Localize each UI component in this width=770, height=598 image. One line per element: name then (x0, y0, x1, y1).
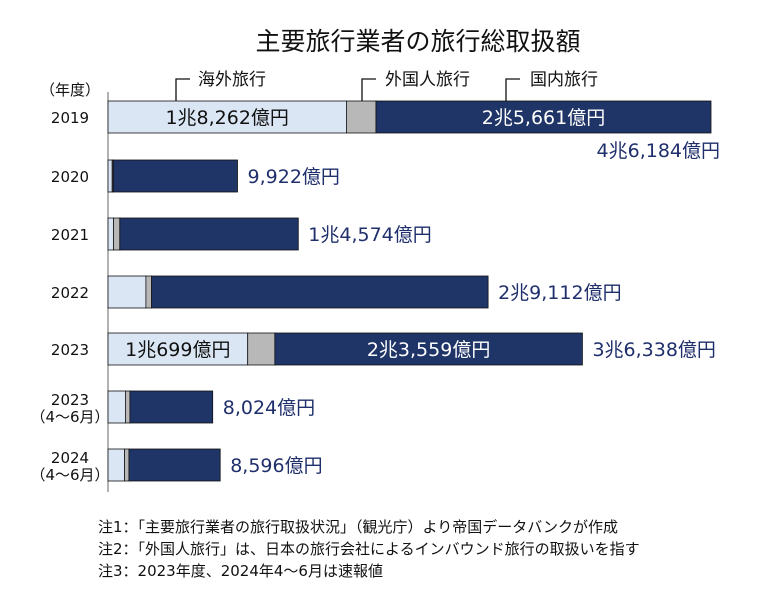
legend-leader-2 (505, 78, 520, 105)
segment-label-4-1: 2兆3,559億円 (367, 339, 490, 361)
total-label-0: 4兆6,184億円 (597, 140, 720, 162)
bar-segment-5-1 (125, 390, 131, 424)
bar-segment-1-2 (112, 159, 238, 193)
category-label-5-1: （4～6月） (30, 408, 109, 426)
total-label-2: 1兆4,574億円 (308, 224, 431, 246)
bar-segment-0-1 (345, 100, 377, 134)
total-label-5: 8,024億円 (223, 397, 315, 419)
note-2: 注2：「外国人旅行」は、日本の旅行会社によるインバウンド旅行の取扱いを指す (98, 540, 640, 558)
bar-segment-0-0 (107, 100, 347, 134)
legend-label-2: 国内旅行 (530, 70, 598, 90)
legend-leader-0 (175, 78, 190, 103)
bar-segment-2-0 (107, 217, 114, 251)
total-label-1: 9,922億円 (248, 166, 340, 188)
bar-segment-1-0 (107, 159, 113, 193)
bar-segment-4-2 (274, 332, 583, 366)
bar-segment-5-0 (107, 390, 126, 424)
legend: 海外旅行 外国人旅行 国内旅行 (175, 70, 598, 105)
category-label-0-0: 2019 (51, 109, 89, 127)
bar-segment-6-1 (124, 448, 130, 482)
legend-leader-1 (361, 78, 376, 103)
bar-segment-0-2 (375, 100, 712, 134)
bar-segment-4-0 (107, 332, 249, 366)
total-label-4: 3兆6,338億円 (592, 339, 715, 361)
segment-label-0-0: 1兆8,262億円 (165, 107, 288, 129)
segment-label-4-0: 1兆699億円 (125, 339, 230, 361)
bar-segment-3-1 (145, 275, 152, 309)
bar-segment-2-1 (113, 217, 121, 251)
category-label-6-1: （4～6月） (30, 466, 109, 484)
legend-label-0: 海外旅行 (198, 70, 266, 90)
bar-segment-3-2 (151, 275, 489, 309)
category-label-3-0: 2022 (51, 284, 89, 302)
notes: 注1：「主要旅行業者の旅行取扱状況」（観光庁）より帝国データバンクが作成 注2：… (98, 518, 640, 580)
chart-title: 主要旅行業者の旅行総取扱額 (255, 27, 580, 56)
year-unit-label: （年度） (40, 81, 100, 99)
bar-segment-2-2 (119, 217, 299, 251)
category-label-2-0: 2021 (51, 226, 89, 244)
category-label-4-0: 2023 (51, 341, 89, 359)
bar-segment-6-0 (107, 448, 125, 482)
category-label-6-0: 2024 (51, 449, 89, 467)
bar-segment-4-1 (247, 332, 276, 366)
bar-segment-3-0 (107, 275, 147, 309)
note-3: 注3：2023年度、2024年4～6月は速報値 (98, 562, 383, 580)
legend-label-1: 外国人旅行 (385, 70, 470, 90)
total-label-3: 2兆9,112億円 (498, 282, 621, 304)
category-label-5-0: 2023 (51, 391, 89, 409)
category-label-1-0: 2020 (51, 168, 89, 186)
bar-segment-5-2 (129, 390, 214, 424)
bars: 4兆6,184億円 1兆8,262億円 2兆5,661億円 2019 9,922億円 20… (30, 100, 720, 484)
bar-segment-6-2 (128, 448, 221, 482)
segment-label-0-1: 2兆5,661億円 (482, 107, 605, 129)
total-label-6: 8,596億円 (230, 455, 322, 477)
note-1: 注1：「主要旅行業者の旅行取扱状況」（観光庁）より帝国データバンクが作成 (98, 518, 618, 536)
